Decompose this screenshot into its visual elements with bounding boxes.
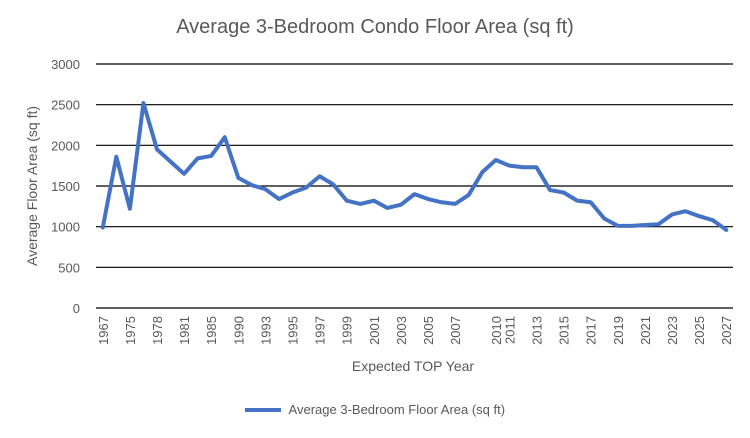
y-tick-label: 0 [73, 301, 80, 316]
x-tick-label: 2015 [557, 316, 572, 345]
x-tick-label: 2025 [692, 316, 707, 345]
series-line [100, 101, 729, 232]
x-tick-label: 2011 [502, 316, 517, 344]
x-tick-label: 2023 [665, 316, 680, 345]
x-axis-title: Expected TOP Year [352, 358, 475, 374]
x-tick-label: 1981 [177, 316, 192, 345]
y-tick-label: 500 [58, 260, 80, 275]
y-tick-label: 2500 [51, 98, 80, 113]
chart-title: Average 3-Bedroom Condo Floor Area (sq f… [176, 16, 574, 38]
gridlines [96, 63, 733, 309]
series-layer [100, 101, 729, 232]
x-tick-label: 2005 [421, 316, 436, 345]
x-tick-label: 2010 [489, 316, 504, 345]
x-tick-label: 2013 [529, 316, 544, 345]
x-tick-label: 1975 [123, 316, 138, 345]
x-tick-label: 1985 [204, 316, 219, 345]
y-tick-label: 1500 [51, 179, 80, 194]
y-axis-ticks: 0 500 1000 1500 2000 2500 3000 [51, 57, 80, 316]
x-tick-label: 1978 [150, 316, 165, 345]
x-axis-ticks: 1967 1975 1978 1981 1985 1990 1993 1995 1997 1999… [96, 316, 734, 345]
y-tick-label: 2000 [51, 138, 80, 153]
legend: Average 3-Bedroom Floor Area (sq ft) [0, 401, 750, 417]
y-tick-label: 1000 [51, 220, 80, 235]
x-tick-label: 1997 [313, 316, 328, 345]
legend-swatch [244, 407, 281, 412]
x-tick-label: 2007 [448, 316, 463, 345]
y-tick-label: 3000 [51, 57, 80, 72]
x-tick-label: 2019 [611, 316, 626, 345]
x-tick-label: 1967 [96, 316, 111, 345]
x-tick-label: 2021 [638, 316, 653, 345]
x-tick-label: 1995 [286, 316, 301, 345]
x-tick-label: 1999 [340, 316, 355, 345]
x-tick-label: 2003 [394, 316, 409, 345]
legend-label: Average 3-Bedroom Floor Area (sq ft) [288, 402, 506, 418]
x-tick-label: 1993 [258, 316, 273, 345]
x-tick-label: 2027 [719, 316, 734, 345]
x-tick-label: 1990 [231, 316, 246, 345]
y-axis-title: Average Floor Area (sq ft) [24, 106, 40, 266]
x-tick-label: 2001 [367, 316, 382, 345]
x-tick-label: 2017 [584, 316, 599, 345]
